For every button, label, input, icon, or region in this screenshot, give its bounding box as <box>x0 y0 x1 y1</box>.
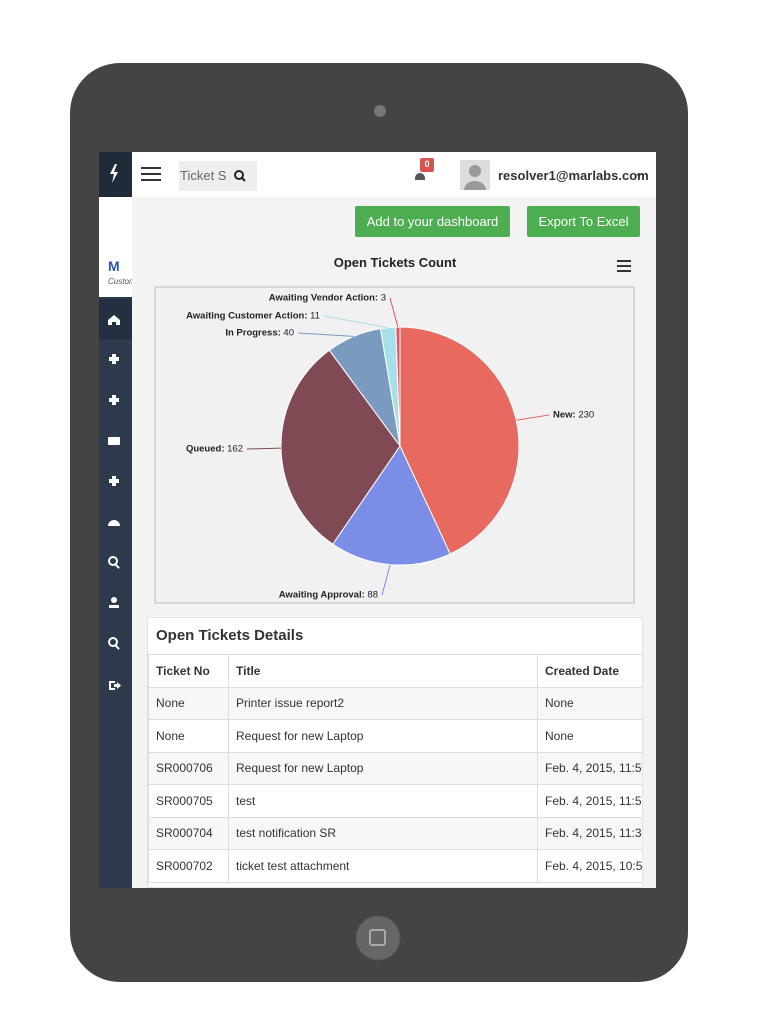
table-row[interactable]: SR000706 Request for new Laptop Feb. 4, 20… <box>148 751 642 785</box>
logo-area <box>99 197 132 297</box>
pie-label: In Progress40 <box>225 328 294 339</box>
pie-label: Queued162 <box>186 444 243 455</box>
hamburger[interactable] <box>141 167 161 181</box>
table-cell: ticket test attachment <box>228 849 538 883</box>
table-cell: Request for new Laptop <box>228 751 538 785</box>
export-button[interactable]: Export To Excel <box>527 206 640 237</box>
label-connector <box>323 315 389 329</box>
search-box[interactable] <box>179 161 257 191</box>
table-card: Open Tickets Details Ticket No Title Creat… <box>147 617 643 888</box>
table-cell: Printer issue report2 <box>228 686 538 720</box>
table-row[interactable]: SR000705 test Feb. 4, 2015, 11:51 <box>148 784 642 818</box>
column-header: Ticket No <box>148 654 229 688</box>
chart-menu[interactable] <box>617 260 631 272</box>
pie-label-value: 40 <box>283 327 294 339</box>
pie-label-name: Awaiting Approval <box>279 590 368 601</box>
pie-label-value: 230 <box>578 409 595 421</box>
table-cell: SR000706 <box>148 751 229 785</box>
table-cell: Feb. 4, 2015, 11:34 <box>537 816 642 850</box>
table-cell: Feb. 4, 2015, 10:58 <box>537 849 642 883</box>
table-cell: Feb. 4, 2015, 11:51 <box>537 784 642 818</box>
add-dashboard-button[interactable]: Add to your dashboard <box>355 206 510 237</box>
search-placeholder[interactable]: Ticket S <box>180 168 227 183</box>
avatar-body <box>464 181 486 190</box>
pie-label-name: Awaiting Vendor Action <box>269 293 381 304</box>
home-button[interactable] <box>355 915 401 961</box>
search-icon-handle <box>241 177 246 182</box>
table-cell: Request for new Laptop <box>228 719 538 753</box>
pie-label-name: New <box>553 410 578 421</box>
pie-label-name: Queued <box>186 444 227 455</box>
label-connector <box>516 414 550 421</box>
pie-label: New230 <box>553 410 594 421</box>
table-row[interactable]: None Printer issue report2 None <box>148 686 642 720</box>
camera <box>374 105 386 117</box>
table-row[interactable]: SR000704 test notification SR Feb. 4, 2015… <box>148 816 642 850</box>
pie-label: Awaiting Vendor Action3 <box>269 293 386 304</box>
column-header: Title <box>228 654 538 688</box>
table-cell: SR000702 <box>148 849 229 883</box>
tickets-table: Ticket No Title Created Date None Printer i… <box>148 654 642 883</box>
notification-count: 0 <box>424 159 430 169</box>
pie-label-value: 11 <box>310 310 320 322</box>
column-header: Created Date <box>537 654 642 688</box>
pie-slice <box>280 349 401 545</box>
avatar-head <box>469 165 481 177</box>
table-cell: None <box>148 686 229 720</box>
pie-label-name: Awaiting Customer Action <box>186 311 310 322</box>
table-row[interactable]: None Request for new Laptop None <box>148 719 642 753</box>
chart-title: Open Tickets Count <box>333 255 457 270</box>
table-cell: SR000704 <box>148 816 229 850</box>
table-cell: test <box>228 784 538 818</box>
pie-label-name: In Progress <box>225 328 283 339</box>
bell-icon[interactable] <box>415 173 425 180</box>
badge <box>420 158 434 172</box>
label-connector <box>246 447 282 450</box>
label-connector <box>297 332 354 337</box>
table-cell: None <box>537 686 642 720</box>
pie <box>246 297 550 596</box>
pie-label: Awaiting Approval88 <box>279 590 378 601</box>
table-cell: SR000705 <box>148 784 229 818</box>
pie-label-value: 162 <box>227 443 243 455</box>
pie-label: Awaiting Customer Action11 <box>186 311 320 322</box>
table-title: Open Tickets Details <box>156 627 304 644</box>
header-row: Ticket No Title Created Date <box>148 654 642 688</box>
home-icon <box>369 929 386 946</box>
logo: M <box>108 258 120 274</box>
label-connector <box>381 564 391 596</box>
pie-label-value: 88 <box>367 589 378 601</box>
table-cell: test notification SR <box>228 816 538 850</box>
table-cell: Feb. 4, 2015, 11:52 <box>537 751 642 785</box>
sidebar-icons[interactable] <box>108 315 121 690</box>
logo-caption: Custom <box>108 277 132 286</box>
search-icon[interactable] <box>234 170 244 180</box>
table-cell: None <box>148 719 229 753</box>
user-name[interactable]: resolver1@marlabs.com <box>498 168 649 183</box>
bolt-icon[interactable] <box>110 164 118 183</box>
user-caret[interactable] <box>636 174 642 177</box>
label-connector <box>389 297 399 328</box>
pie-label-value: 3 <box>380 292 386 304</box>
table-cell: None <box>537 719 642 753</box>
table-row[interactable]: SR000702 ticket test attachment Feb. 4, 20… <box>148 849 642 883</box>
